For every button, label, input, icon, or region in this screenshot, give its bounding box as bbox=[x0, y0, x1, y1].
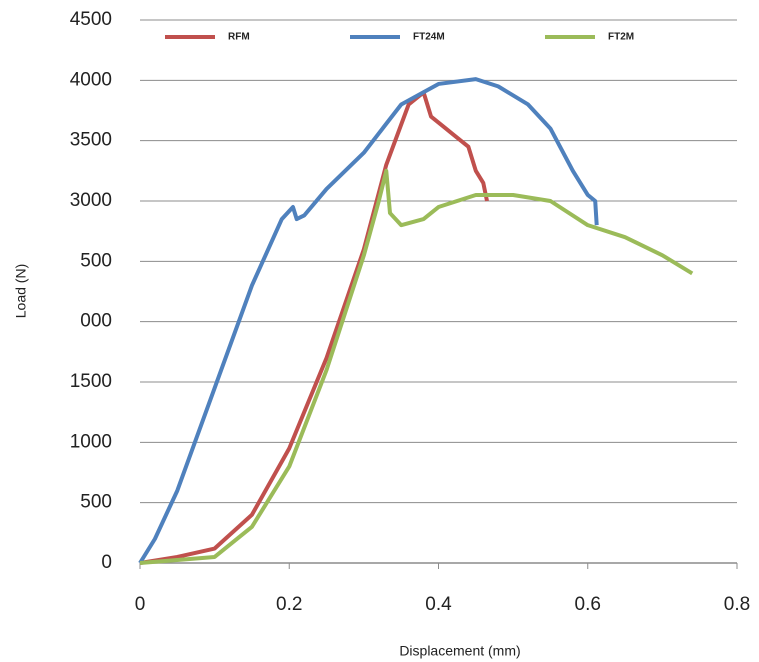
x-tick-label: 0.4 bbox=[425, 594, 452, 615]
y-tick-label: 3500 bbox=[70, 130, 112, 151]
y-tick-label: 500 bbox=[80, 492, 112, 513]
y-tick-label: 0 bbox=[101, 552, 112, 573]
x-axis-label: Displacement (mm) bbox=[399, 643, 520, 659]
x-tick-label: 0.6 bbox=[575, 594, 601, 615]
legend-label: FT24M bbox=[413, 32, 445, 43]
y-tick-label: 500 bbox=[80, 250, 112, 271]
series-line bbox=[139, 90, 489, 565]
y-tick-label: 1000 bbox=[70, 431, 112, 452]
y-tick-label: 000 bbox=[80, 311, 112, 332]
series-line bbox=[139, 168, 694, 565]
series-line bbox=[138, 77, 599, 565]
legend-label: RFM bbox=[228, 32, 250, 43]
y-tick-label: 1500 bbox=[70, 371, 112, 392]
legend-label: FT2M bbox=[608, 32, 634, 43]
y-tick-label: 4500 bbox=[70, 9, 112, 30]
x-tick-label: 0 bbox=[135, 594, 146, 615]
x-tick-label: 0.8 bbox=[724, 594, 750, 615]
y-tick-label: 3000 bbox=[70, 190, 112, 211]
y-tick-label: 4000 bbox=[70, 69, 112, 90]
y-axis-label: Load (N) bbox=[13, 264, 29, 318]
x-tick-label: 0.2 bbox=[276, 594, 302, 615]
